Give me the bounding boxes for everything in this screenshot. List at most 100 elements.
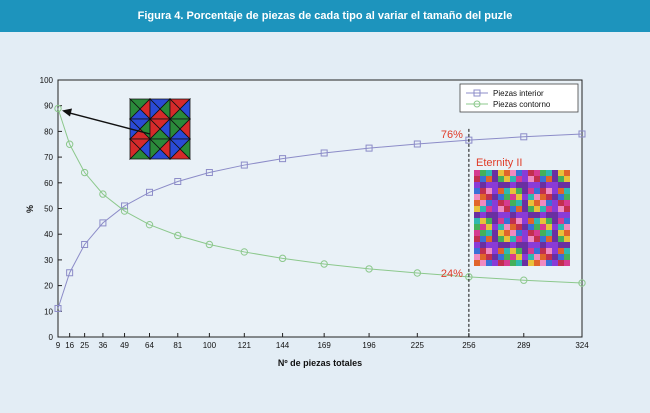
x-tick-label: 289 <box>517 341 531 350</box>
small-puzzle-triangle <box>129 98 141 120</box>
mosaic-cell <box>474 170 480 176</box>
mosaic-cell <box>516 236 522 242</box>
x-tick-label: 196 <box>362 341 376 350</box>
figure-banner: Figura 4. Porcentaje de piezas de cada t… <box>0 0 650 32</box>
mosaic-cell <box>474 236 480 242</box>
x-axis-label: Nº de piezas totales <box>278 358 362 368</box>
mosaic-cell <box>540 188 546 194</box>
mosaic-cell <box>522 194 528 200</box>
mosaic-cell <box>492 248 498 254</box>
mosaic-cell <box>504 176 510 182</box>
mosaic-cell <box>534 206 540 212</box>
mosaic-cell <box>480 254 486 260</box>
mosaic-cell <box>486 254 492 260</box>
mosaic-cell <box>552 236 558 242</box>
mosaic-cell <box>564 182 570 188</box>
interior-point <box>413 140 421 148</box>
small-puzzle-triangle <box>169 118 181 140</box>
mosaic-cell <box>504 170 510 176</box>
mosaic-cell <box>474 230 480 236</box>
mosaic-cell <box>528 248 534 254</box>
mosaic-cell <box>546 230 552 236</box>
mosaic-cell <box>528 170 534 176</box>
mosaic-cell <box>516 254 522 260</box>
interior-point <box>54 304 62 312</box>
mosaic-cell <box>486 200 492 206</box>
mosaic-cell <box>504 200 510 206</box>
mosaic-cell <box>480 200 486 206</box>
eternity-mosaic-image <box>474 170 570 266</box>
small-puzzle-triangle <box>129 138 141 160</box>
contorno-point <box>320 260 328 268</box>
mosaic-cell <box>504 194 510 200</box>
mosaic-cell <box>480 218 486 224</box>
mosaic-cell <box>540 254 546 260</box>
small-puzzle-image <box>129 98 191 160</box>
mosaic-cell <box>516 206 522 212</box>
mosaic-cell <box>552 188 558 194</box>
figure-title: Figura 4. Porcentaje de piezas de cada t… <box>137 10 513 22</box>
x-tick-label: 256 <box>462 341 476 350</box>
mosaic-cell <box>540 206 546 212</box>
mosaic-cell <box>522 254 528 260</box>
mosaic-cell <box>558 182 564 188</box>
mosaic-cell <box>558 212 564 218</box>
mosaic-cell <box>522 206 528 212</box>
contorno-point <box>54 104 62 113</box>
mosaic-cell <box>540 176 546 182</box>
mosaic-cell <box>558 230 564 236</box>
interior-point <box>145 188 153 196</box>
mosaic-cell <box>528 212 534 218</box>
mosaic-cell <box>480 194 486 200</box>
mosaic-cell <box>528 254 534 260</box>
mosaic-cell <box>474 194 480 200</box>
mosaic-cell <box>480 230 486 236</box>
mosaic-cell <box>486 176 492 182</box>
mosaic-cell <box>516 194 522 200</box>
mosaic-cell <box>516 176 522 182</box>
mosaic-cell <box>504 254 510 260</box>
mosaic-cell <box>498 254 504 260</box>
x-tick-label: 36 <box>98 341 107 350</box>
mosaic-cell <box>528 194 534 200</box>
contorno-point <box>278 254 287 263</box>
interior-point <box>279 155 287 163</box>
contorno-point <box>365 265 373 273</box>
mosaic-cell <box>558 260 564 266</box>
mosaic-cell <box>540 212 546 218</box>
x-tick-label: 81 <box>173 341 182 350</box>
mosaic-cell <box>474 260 480 266</box>
legend-label: Piezas contorno <box>493 100 551 109</box>
mosaic-cell <box>492 188 498 194</box>
arrow-shaft <box>67 111 151 135</box>
mosaic-cell <box>492 218 498 224</box>
mosaic-cell <box>534 218 540 224</box>
mosaic-cell <box>564 170 570 176</box>
mosaic-cell <box>522 224 528 230</box>
mosaic-cell <box>534 236 540 242</box>
mosaic-cell <box>480 170 486 176</box>
mosaic-cell <box>558 248 564 254</box>
interior-point <box>320 149 328 157</box>
mosaic-cell <box>474 182 480 188</box>
mosaic-cell <box>480 224 486 230</box>
mosaic-cell <box>486 218 492 224</box>
chart-area: 0 10 20 30 40 50 60 70 80 90 100 9 16 25 36 49 64 81 100 12… <box>0 32 650 408</box>
mosaic-cell <box>486 170 492 176</box>
mosaic-cell <box>480 188 486 194</box>
small-puzzle-triangle <box>149 138 161 160</box>
mosaic-cell <box>540 170 546 176</box>
mosaic-cell <box>516 218 522 224</box>
mosaic-cell <box>564 212 570 218</box>
legend-label: Piezas interior <box>493 89 544 98</box>
mosaic-cell <box>504 248 510 254</box>
mosaic-cell <box>510 176 516 182</box>
contorno-point <box>578 279 586 287</box>
contorno-point <box>120 207 129 215</box>
contorno-point <box>205 240 214 249</box>
legend-circle-marker <box>473 100 481 108</box>
mosaic-cell <box>540 260 546 266</box>
mosaic-cell <box>498 218 504 224</box>
contorno-point <box>520 276 528 284</box>
mosaic-cell <box>480 248 486 254</box>
